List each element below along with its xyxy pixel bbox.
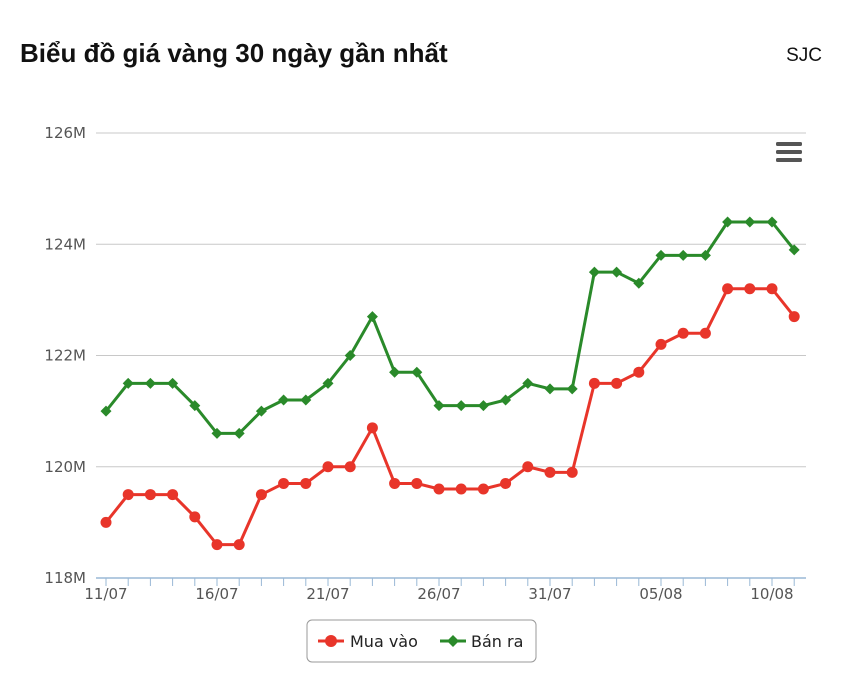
legend-item-sell[interactable]: Bán ra xyxy=(440,632,523,651)
page-title: Biểu đồ giá vàng 30 ngày gần nhất xyxy=(20,38,448,68)
legend-label-sell: Bán ra xyxy=(471,632,523,651)
y-tick-label: 120M xyxy=(44,458,86,476)
data-point xyxy=(722,283,734,295)
data-point xyxy=(122,377,134,389)
data-point xyxy=(322,461,334,473)
data-point xyxy=(211,539,223,551)
legend: Mua vào Bán ra xyxy=(306,619,537,663)
y-tick-label: 122M xyxy=(44,347,86,365)
legend-marker-diamond xyxy=(447,635,459,647)
data-point xyxy=(477,400,489,412)
data-point xyxy=(522,461,534,473)
data-point xyxy=(255,489,267,501)
series-line xyxy=(104,287,796,547)
data-point xyxy=(255,405,267,417)
y-tick-label: 118M xyxy=(44,569,86,587)
data-point xyxy=(366,311,378,323)
y-axis: 118M 120M 122M 124M 126M xyxy=(44,124,86,587)
x-tick-label: 11/07 xyxy=(84,585,127,603)
data-point xyxy=(278,394,290,406)
hamburger-menu-icon[interactable] xyxy=(774,140,804,166)
data-point xyxy=(788,311,800,323)
data-point xyxy=(766,283,778,295)
y-tick-label: 124M xyxy=(44,235,86,253)
data-point xyxy=(455,483,467,495)
menu-bar xyxy=(776,158,802,162)
menu-bar xyxy=(776,142,802,146)
menu-bar xyxy=(776,150,802,154)
legend-marker-circle xyxy=(325,635,337,647)
data-point xyxy=(477,483,489,495)
data-point xyxy=(411,477,423,489)
data-point xyxy=(677,249,689,261)
series-layer xyxy=(100,216,800,551)
data-point xyxy=(455,400,467,412)
data-point xyxy=(788,244,800,256)
data-point xyxy=(722,216,734,228)
data-point xyxy=(167,489,179,501)
data-point xyxy=(278,477,290,489)
legend-box xyxy=(306,619,537,663)
data-point xyxy=(588,266,600,278)
data-point xyxy=(300,477,312,489)
data-point xyxy=(699,249,711,261)
data-point xyxy=(167,377,179,389)
data-point xyxy=(500,394,512,406)
data-point xyxy=(300,394,312,406)
data-point xyxy=(366,422,378,434)
series-line xyxy=(104,220,796,435)
data-point xyxy=(566,383,578,395)
legend-label-buy: Mua vào xyxy=(350,632,418,651)
data-point xyxy=(211,427,223,439)
data-point xyxy=(633,366,645,378)
data-point xyxy=(744,283,756,295)
legend-item-buy[interactable]: Mua vào xyxy=(318,632,418,651)
data-point xyxy=(433,400,445,412)
data-point xyxy=(144,489,156,501)
data-point xyxy=(389,477,401,489)
data-point xyxy=(122,489,134,501)
series-buy xyxy=(100,283,800,551)
data-point xyxy=(100,516,112,528)
data-point xyxy=(544,383,556,395)
data-point xyxy=(233,539,245,551)
data-point xyxy=(655,249,667,261)
data-point xyxy=(588,377,600,389)
data-point xyxy=(233,427,245,439)
data-point xyxy=(699,327,711,339)
x-tick-label: 16/07 xyxy=(195,585,238,603)
data-point xyxy=(500,477,512,489)
data-point xyxy=(189,511,201,523)
data-point xyxy=(544,466,556,478)
data-point xyxy=(611,377,623,389)
data-point xyxy=(100,405,112,417)
data-point xyxy=(633,277,645,289)
x-axis: 11/07 16/07 21/07 26/07 31/07 05/08 10/08 xyxy=(84,577,806,603)
data-point xyxy=(522,377,534,389)
data-point xyxy=(677,327,689,339)
data-point xyxy=(744,216,756,228)
data-point xyxy=(344,461,356,473)
x-tick-label: 26/07 xyxy=(417,585,460,603)
data-point xyxy=(611,266,623,278)
data-point xyxy=(411,366,423,378)
data-point xyxy=(344,350,356,361)
data-point xyxy=(389,366,401,378)
x-tick-label: 05/08 xyxy=(639,585,682,603)
data-point xyxy=(144,377,156,389)
y-tick-label: 126M xyxy=(44,124,86,142)
x-tick-label: 31/07 xyxy=(528,585,571,603)
brand-label: SJC xyxy=(786,45,822,66)
x-tick-label: 21/07 xyxy=(306,585,349,603)
data-point xyxy=(322,377,334,389)
series-sell xyxy=(100,216,800,439)
data-point xyxy=(655,338,667,350)
grid-layer xyxy=(96,132,806,468)
data-point xyxy=(566,466,578,478)
x-tick-label: 10/08 xyxy=(750,585,793,603)
data-point xyxy=(766,216,778,228)
data-point xyxy=(189,400,201,412)
data-point xyxy=(433,483,445,495)
